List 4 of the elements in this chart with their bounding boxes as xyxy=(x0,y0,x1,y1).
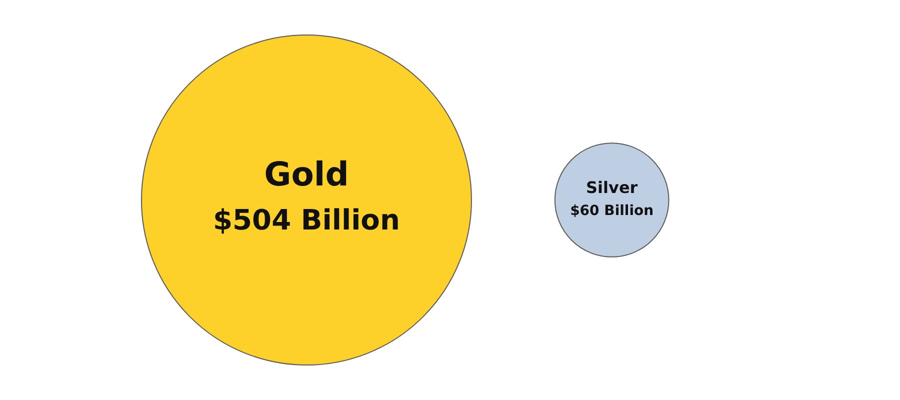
data-label: $504 Billion xyxy=(213,204,400,237)
category-label: Silver xyxy=(586,178,638,197)
category-label: Gold xyxy=(264,154,349,194)
data-label: $60 Billion xyxy=(570,202,654,219)
